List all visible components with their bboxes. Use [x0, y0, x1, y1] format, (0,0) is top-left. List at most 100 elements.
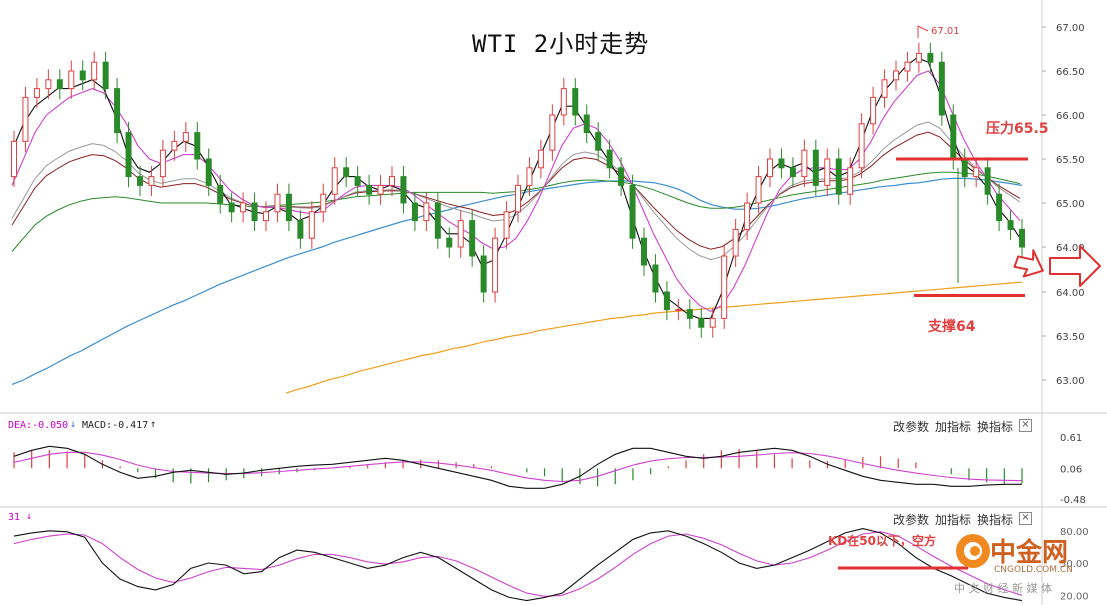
candle-body: [893, 70, 899, 81]
candle-body: [812, 149, 819, 186]
candle-body: [22, 96, 29, 142]
candle-body: [68, 70, 75, 90]
candle-body: [171, 140, 178, 151]
candle-body: [1019, 228, 1025, 248]
candle-body: [194, 132, 201, 160]
candle-body: [858, 123, 865, 169]
candle-body: [343, 167, 350, 178]
macd-params-button[interactable]: 改参数: [893, 420, 930, 434]
candle-body: [996, 193, 1003, 222]
candle-body: [320, 193, 327, 213]
candle-body: [572, 88, 579, 116]
chart-title: WTI 2小时走势: [472, 30, 650, 58]
candle-body: [537, 149, 544, 169]
support-label: 支撑64: [928, 319, 976, 335]
y-tick-label: 66.00: [1056, 111, 1085, 122]
candle-body: [675, 309, 682, 312]
candle-body: [457, 220, 464, 248]
candle-body: [698, 317, 705, 328]
macd-value-label: MACD:-0.417: [82, 420, 149, 431]
y-tick-label: 66.50: [1056, 67, 1085, 78]
candle-body: [744, 202, 751, 230]
candle-body: [801, 149, 808, 178]
candle-body: [217, 184, 224, 204]
candle-body: [686, 309, 693, 319]
kd-value-label: 31: [8, 512, 21, 523]
candle-body: [732, 228, 739, 257]
kd-tick-label: 80.00: [1060, 527, 1089, 538]
candle-body: [778, 158, 785, 169]
candle-body: [159, 149, 166, 178]
kd-close-icon[interactable]: ×: [1019, 512, 1032, 525]
candle-body: [663, 291, 670, 311]
up-arrow-icon: ↑: [150, 419, 157, 430]
candle-body: [847, 167, 854, 195]
candle-body: [389, 176, 395, 186]
candle-body: [148, 176, 155, 186]
macd-tick-label: 0.06: [1060, 464, 1082, 475]
candle-body: [285, 193, 292, 222]
candle-body: [652, 264, 659, 293]
candle-body: [56, 79, 63, 90]
kd-add-indicator-button[interactable]: 加指标: [935, 513, 972, 527]
candle-body: [91, 61, 98, 81]
candle-body: [182, 132, 189, 142]
ma-magenta-line: [11, 70, 1021, 313]
candle-body: [423, 202, 430, 222]
candle-body: [721, 255, 728, 319]
macd-dif-line: [13, 445, 1022, 489]
candle-body: [824, 158, 831, 186]
brand-domain: CNGOLD.COM.CN: [994, 565, 1073, 575]
trend-arrow-icon: [1013, 249, 1044, 278]
macd-add-indicator-button[interactable]: 加指标: [935, 420, 972, 434]
candle-body: [984, 167, 991, 195]
candle-body: [45, 79, 52, 90]
candle-body: [366, 184, 373, 195]
kd-swap-indicator-button[interactable]: 换指标: [977, 513, 1014, 527]
y-tick-label: 63.50: [1056, 332, 1085, 343]
candle-body: [469, 220, 476, 257]
candle-body: [915, 52, 922, 63]
candle-body: [950, 114, 957, 160]
candle-body: [938, 61, 945, 116]
macd-tick-label: -0.48: [1060, 495, 1086, 506]
candle-body: [641, 237, 647, 266]
y-tick-label: 63.00: [1056, 376, 1085, 387]
kd-down-arrow-icon: ↓: [26, 511, 33, 522]
macd-dea-line: [13, 451, 1023, 483]
candle-body: [618, 167, 625, 186]
candle-body: [400, 176, 407, 204]
candle-body: [870, 96, 877, 125]
candle-body: [251, 202, 258, 222]
candle-body: [961, 158, 968, 178]
candle-body: [927, 52, 934, 63]
peak-marker: [917, 25, 929, 38]
candle-body: [755, 176, 762, 204]
candle-body: [11, 140, 17, 178]
candle-body: [515, 184, 521, 213]
macd-close-icon[interactable]: ×: [1019, 419, 1032, 432]
y-tick-label: 67.00: [1056, 23, 1085, 34]
candle-body: [767, 158, 773, 178]
candle-body: [263, 211, 269, 222]
candle-body: [583, 114, 590, 134]
candle-body: [308, 211, 315, 239]
candle-body: [595, 132, 602, 151]
kd-d-line: [13, 531, 1023, 597]
candle-body: [228, 202, 235, 213]
macd-tick-label: 0.61: [1060, 433, 1082, 444]
candle-body: [102, 61, 109, 90]
y-tick-label: 64.00: [1056, 243, 1085, 254]
candle-body: [606, 149, 613, 169]
y-tick-label: 64.00: [1056, 288, 1085, 299]
candle-body: [114, 88, 121, 134]
resistance-label: 压力65.5: [986, 121, 1049, 137]
kd-k-line: [13, 528, 1023, 602]
macd-dea-label: DEA:-0.050: [8, 420, 69, 431]
candle-body: [125, 132, 132, 178]
kd-params-button[interactable]: 改参数: [893, 513, 930, 527]
candle-body: [492, 237, 499, 293]
macd-swap-indicator-button[interactable]: 换指标: [977, 420, 1014, 434]
